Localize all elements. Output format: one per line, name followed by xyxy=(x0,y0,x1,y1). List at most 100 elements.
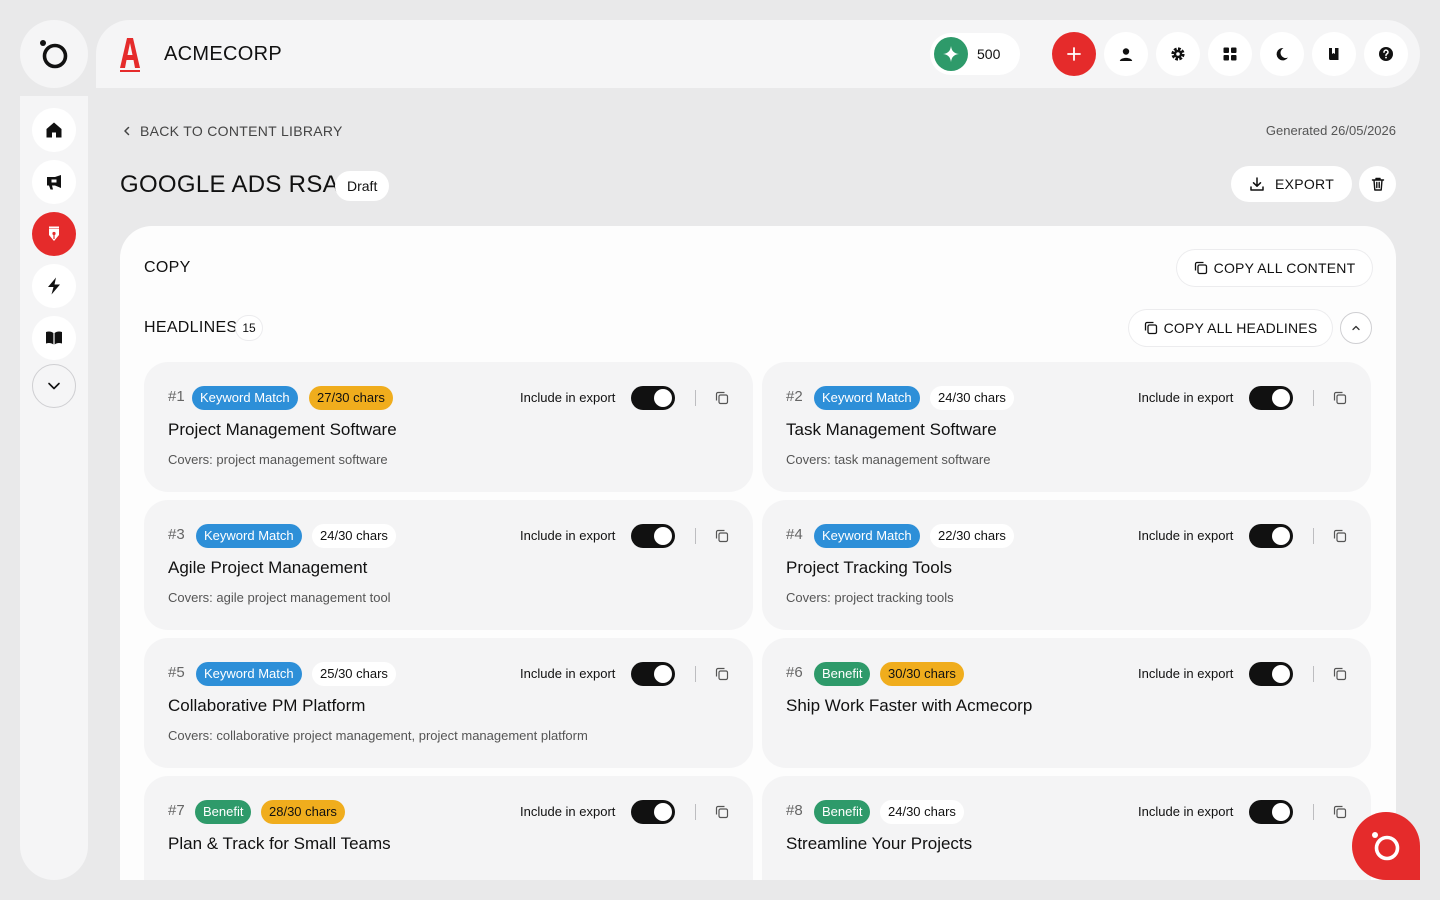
sidebar-more-button[interactable] xyxy=(32,364,76,408)
headline-text: Collaborative PM Platform xyxy=(168,696,366,715)
settings-button[interactable] xyxy=(1156,32,1200,76)
char-count-badge: 27/30 chars xyxy=(309,386,393,410)
divider xyxy=(1313,804,1314,820)
headline-type-badge: Benefit xyxy=(814,800,871,824)
copy-icon[interactable] xyxy=(715,667,729,681)
headline-number: #7 xyxy=(168,802,185,819)
char-count-badge: 28/30 chars xyxy=(261,800,345,824)
divider xyxy=(1313,390,1314,406)
headline-type-badge: Keyword Match xyxy=(192,386,298,410)
copy-all-headlines-label: COPY ALL HEADLINES xyxy=(1163,320,1318,336)
include-label: Include in export xyxy=(520,804,616,819)
app-logo-icon xyxy=(37,37,71,71)
headline-text: Task Management Software xyxy=(786,420,997,439)
char-count-badge: 24/30 chars xyxy=(312,524,396,548)
copy-panel: COPY COPY ALL CONTENT HEADLINES 15 COPY … xyxy=(120,226,1396,880)
bolt-icon xyxy=(45,277,63,295)
copy-icon[interactable] xyxy=(715,391,729,405)
headline-card: #5 Keyword Match 25/30 chars Include in … xyxy=(144,638,753,768)
include-toggle[interactable] xyxy=(631,662,675,686)
back-link-label: BACK TO CONTENT LIBRARY xyxy=(140,123,343,139)
headline-text: Streamline Your Projects xyxy=(786,834,973,853)
headline-type-badge: Keyword Match xyxy=(196,662,302,686)
include-label: Include in export xyxy=(1138,390,1234,405)
headline-number: #4 xyxy=(786,526,803,543)
credits-badge[interactable]: 500 xyxy=(930,33,1020,75)
copy-icon[interactable] xyxy=(715,529,729,543)
collapse-headlines-button[interactable] xyxy=(1340,312,1372,344)
back-link[interactable]: BACK TO CONTENT LIBRARY xyxy=(122,122,343,140)
top-bar: ACMECORP 500 xyxy=(96,20,1420,88)
divider xyxy=(695,666,696,682)
headline-covers: Covers: agile project management tool xyxy=(168,590,391,605)
sidebar-item-content[interactable] xyxy=(32,212,76,256)
headline-text: Plan & Track for Small Teams xyxy=(168,834,391,853)
assistant-button[interactable] xyxy=(1352,812,1420,880)
sidebar-item-home[interactable] xyxy=(32,108,76,152)
home-icon xyxy=(45,121,63,139)
copy-icon[interactable] xyxy=(1333,667,1347,681)
delete-button[interactable] xyxy=(1359,166,1396,202)
headline-number: #8 xyxy=(786,802,803,819)
headline-type-badge: Benefit xyxy=(195,800,252,824)
create-button[interactable] xyxy=(1052,32,1096,76)
char-count-badge: 24/30 chars xyxy=(880,800,964,824)
copy-icon xyxy=(1144,321,1158,335)
include-toggle[interactable] xyxy=(631,386,675,410)
copy-all-headlines-button[interactable]: COPY ALL HEADLINES xyxy=(1129,310,1332,346)
copy-section-title: COPY xyxy=(144,259,191,276)
divider xyxy=(1313,528,1314,544)
headline-type-badge: Benefit xyxy=(814,662,871,686)
sidebar xyxy=(20,96,88,880)
char-count-badge: 24/30 chars xyxy=(930,386,1014,410)
chevron-down-icon xyxy=(47,379,61,393)
headline-type-badge: Keyword Match xyxy=(196,524,302,548)
sidebar-item-campaigns[interactable] xyxy=(32,160,76,204)
headline-covers: Covers: project management software xyxy=(168,452,388,467)
copy-all-content-button[interactable]: COPY ALL CONTENT xyxy=(1177,250,1372,286)
headline-card: #4 Keyword Match 22/30 chars Include in … xyxy=(762,500,1371,630)
include-label: Include in export xyxy=(1138,804,1234,819)
headlines-count-badge: 15 xyxy=(236,316,262,340)
divider xyxy=(1313,666,1314,682)
gear-icon xyxy=(1170,46,1186,62)
copy-icon xyxy=(1194,261,1208,275)
export-button[interactable]: EXPORT xyxy=(1231,166,1352,202)
help-button[interactable] xyxy=(1364,32,1408,76)
headline-number: #1 xyxy=(168,388,185,405)
profile-button[interactable] xyxy=(1104,32,1148,76)
export-label: EXPORT xyxy=(1274,176,1335,192)
headline-number: #5 xyxy=(168,664,185,681)
include-toggle[interactable] xyxy=(1249,524,1293,548)
include-label: Include in export xyxy=(1138,666,1234,681)
plus-icon xyxy=(1066,46,1082,62)
user-icon xyxy=(1118,46,1134,62)
char-count-badge: 30/30 chars xyxy=(880,662,964,686)
book-open-icon xyxy=(45,329,63,347)
headline-number: #2 xyxy=(786,388,803,405)
theme-button[interactable] xyxy=(1260,32,1304,76)
copy-icon[interactable] xyxy=(1333,529,1347,543)
include-toggle[interactable] xyxy=(631,800,675,824)
divider xyxy=(695,528,696,544)
headline-covers: Covers: collaborative project management… xyxy=(168,728,588,743)
headline-card: #2 Keyword Match 24/30 chars Include in … xyxy=(762,362,1371,492)
copy-icon[interactable] xyxy=(715,805,729,819)
docs-button[interactable] xyxy=(1312,32,1356,76)
sidebar-item-automation[interactable] xyxy=(32,264,76,308)
headline-card: #8 Benefit 24/30 chars Include in export… xyxy=(762,776,1371,880)
include-label: Include in export xyxy=(520,528,616,543)
include-toggle[interactable] xyxy=(631,524,675,548)
sidebar-item-library[interactable] xyxy=(32,316,76,360)
headline-card: #3 Keyword Match 24/30 chars Include in … xyxy=(144,500,753,630)
app-logo[interactable] xyxy=(20,20,88,88)
headline-covers: Covers: project tracking tools xyxy=(786,590,954,605)
copy-icon[interactable] xyxy=(1333,805,1347,819)
include-toggle[interactable] xyxy=(1249,662,1293,686)
char-count-badge: 25/30 chars xyxy=(312,662,396,686)
include-toggle[interactable] xyxy=(1249,800,1293,824)
help-icon xyxy=(1378,46,1394,62)
copy-icon[interactable] xyxy=(1333,391,1347,405)
include-toggle[interactable] xyxy=(1249,386,1293,410)
apps-button[interactable] xyxy=(1208,32,1252,76)
